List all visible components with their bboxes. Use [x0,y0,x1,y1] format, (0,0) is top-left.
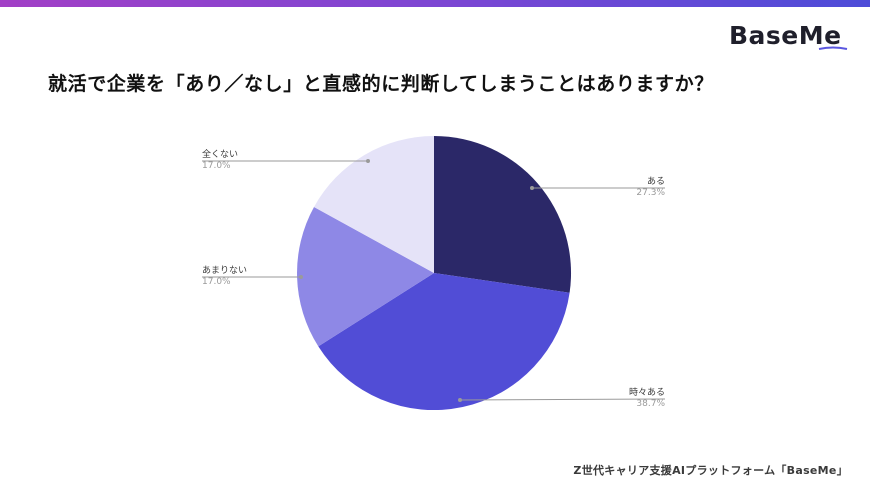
logo-swoosh-icon [818,46,848,50]
slice-tokidoki [318,273,570,411]
page-title: 就活で企業を「あり／なし」と直感的に判断してしまうことはありますか？ [48,73,714,95]
label-name: 全くない [202,150,239,160]
leader-line-tokidoki [459,398,666,401]
label-name: 時々ある [628,388,665,398]
label-mattaku: 全くない 17.0% [202,150,238,172]
label-name: あまりない [202,266,248,276]
label-percent: 27.3% [636,188,665,198]
slice-mattaku [314,136,434,273]
label-amari: あまりない 17.0% [202,266,247,288]
label-percent: 38.7% [636,399,665,409]
slice-aru [434,136,572,293]
baseme-logo: BaseMe [729,21,842,50]
label-name: ある [646,177,665,187]
label-aru: ある 27.3% [636,177,665,199]
label-percent: 17.0% [202,277,231,287]
label-percent: 17.0% [202,161,231,171]
label-tokidoki: 時々ある 38.7% [629,388,665,410]
footer-credit: Z世代キャリア支援AIプラットフォーム「BaseMe」 [573,464,848,477]
slice-amari [297,207,434,347]
top-gradient-bar [0,0,870,7]
